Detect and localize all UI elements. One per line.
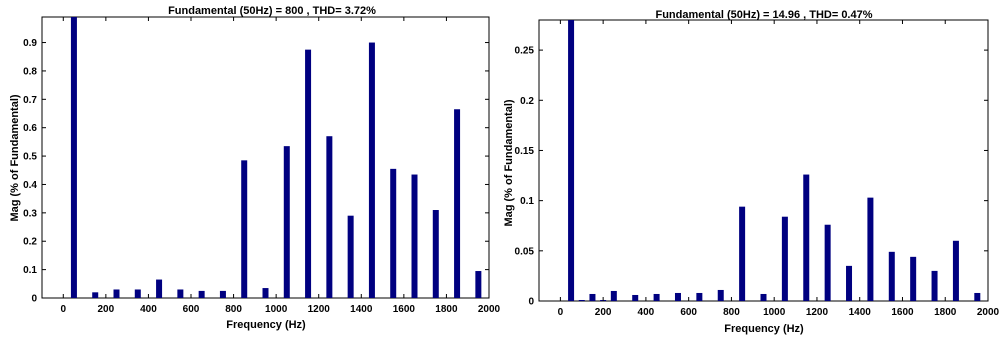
x-tick-label: 1800: [934, 307, 957, 318]
y-tick-label: 0.5: [23, 152, 37, 163]
y-axis-label: Mag (% of Fundamental): [9, 94, 21, 221]
x-tick-label: 1000: [265, 304, 288, 315]
x-tick-label: 200: [595, 307, 612, 318]
y-tick-label: 0.05: [515, 246, 535, 257]
bar: [368, 42, 375, 298]
x-tick-label: 2000: [977, 307, 1000, 318]
chart-title: Fundamental (50Hz) = 14.96 , THD= 0.47%: [655, 9, 872, 21]
x-tick-label: 1600: [891, 307, 914, 318]
bar: [113, 289, 120, 298]
x-tick-label: 2000: [478, 304, 501, 315]
bar: [846, 265, 853, 301]
bar: [589, 293, 596, 301]
x-tick-label: 400: [638, 307, 655, 318]
x-tick-label: 600: [680, 307, 697, 318]
x-tick-label: 1000: [763, 307, 786, 318]
axes-frame: [538, 19, 989, 302]
bar: [653, 293, 660, 301]
y-tick-label: 0.4: [23, 180, 37, 191]
chart-left: Fundamental (50Hz) = 800 , THD= 3.72% Fr…: [9, 5, 501, 331]
y-tick-label: 0.25: [515, 46, 535, 57]
chart-right: Fundamental (50Hz) = 14.96 , THD= 0.47% …: [503, 9, 1000, 335]
y-tick-label: 0.9: [23, 38, 37, 49]
bar: [568, 20, 575, 301]
bar: [454, 109, 461, 299]
y-tick-label: 0.6: [23, 123, 37, 134]
bar: [632, 294, 639, 301]
y-tick-label: 0: [31, 294, 37, 305]
bar: [198, 290, 205, 298]
y-tick-label: 0.15: [515, 146, 535, 157]
y-tick-label: 0.8: [23, 66, 37, 77]
bar: [156, 279, 163, 298]
x-tick-label: 1800: [435, 304, 458, 315]
bar: [888, 251, 895, 301]
bar: [674, 292, 681, 301]
bar: [910, 256, 917, 301]
bar: [475, 271, 482, 298]
plot-area: 0 200 400 600 800 1000 1200 1400 1600 1800 2000 0 0.…: [515, 19, 1000, 318]
bar: [70, 17, 77, 298]
bar: [134, 289, 141, 298]
y-tick-label: 0.1: [520, 196, 534, 207]
bar: [177, 289, 184, 298]
x-tick-label: 0: [558, 307, 564, 318]
y-axis-label: Mag (% of Fundamental): [503, 99, 515, 226]
axes-frame: [41, 16, 490, 299]
x-tick-label: 600: [183, 304, 200, 315]
plot-area: 0 200 400 600 800 1000 1200 1400 1600 1800 2000 0 0.…: [23, 16, 501, 315]
bar: [578, 299, 585, 301]
x-tick-label: 400: [140, 304, 157, 315]
bar: [781, 216, 788, 301]
bar: [760, 293, 767, 301]
chart-title: Fundamental (50Hz) = 800 , THD= 3.72%: [168, 5, 376, 17]
x-tick-label: 0: [61, 304, 67, 315]
bar: [262, 288, 269, 298]
bar: [696, 292, 703, 301]
x-tick-label: 1400: [350, 304, 373, 315]
bar: [92, 292, 99, 298]
bar: [347, 215, 354, 298]
y-tick-label: 0.7: [23, 95, 37, 106]
bar: [305, 49, 312, 298]
x-axis-label: Frequency (Hz): [724, 323, 804, 335]
y-tick-label: 0.3: [23, 208, 37, 219]
x-tick-label: 1600: [393, 304, 416, 315]
bar: [717, 289, 724, 301]
x-tick-label: 1400: [849, 307, 872, 318]
bar: [739, 206, 746, 301]
bar: [283, 146, 290, 298]
bar: [803, 174, 810, 301]
x-axis-label: Frequency (Hz): [226, 319, 306, 331]
bar: [432, 210, 439, 298]
bar: [974, 292, 981, 301]
bar: [241, 160, 248, 298]
bar: [411, 174, 418, 298]
x-tick-label: 800: [225, 304, 242, 315]
bar: [824, 224, 831, 301]
bar: [867, 197, 874, 301]
x-tick-label: 1200: [806, 307, 829, 318]
y-tick-label: 0.2: [23, 237, 37, 248]
y-tick-label: 0.2: [520, 96, 534, 107]
x-tick-label: 1200: [308, 304, 331, 315]
bar: [931, 270, 938, 301]
bar: [326, 136, 333, 298]
x-tick-label: 200: [98, 304, 115, 315]
bar: [610, 290, 617, 301]
y-tick-label: 0: [528, 297, 534, 308]
bar: [219, 290, 226, 298]
bar: [952, 240, 959, 301]
y-tick-label: 0.1: [23, 265, 37, 276]
bar: [390, 168, 397, 298]
x-tick-label: 800: [723, 307, 740, 318]
